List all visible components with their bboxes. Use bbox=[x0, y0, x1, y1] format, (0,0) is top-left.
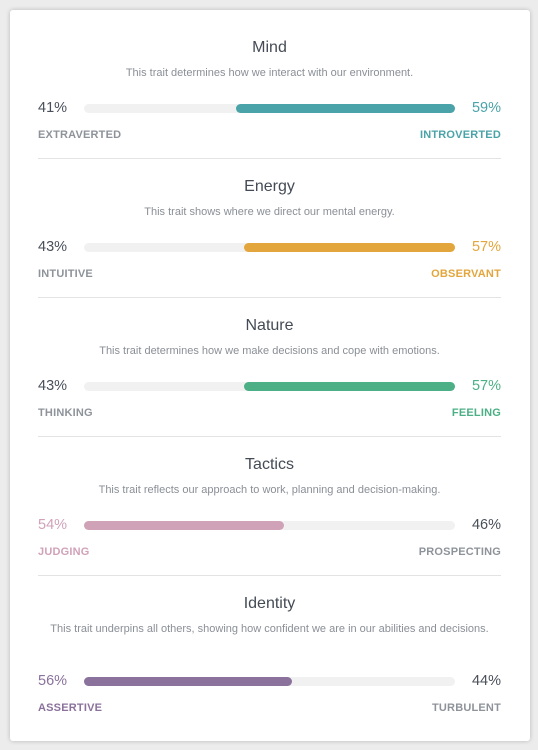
trait-bar-fill bbox=[243, 243, 455, 252]
trait-bar-row: 43% 57% bbox=[38, 237, 501, 257]
left-label: EXTRAVERTED bbox=[38, 129, 122, 141]
trait-bar-row: 54% 46% bbox=[38, 515, 501, 535]
trait-title: Mind bbox=[252, 39, 287, 56]
right-percent: 59% bbox=[471, 100, 501, 116]
trait-title: Energy bbox=[244, 178, 295, 195]
divider bbox=[38, 575, 501, 576]
trait-title: Identity bbox=[243, 595, 296, 612]
left-label: ASSERTIVE bbox=[38, 702, 103, 714]
trait-bar-track bbox=[84, 382, 455, 391]
trait-labels: EXTRAVERTED INTROVERTED bbox=[38, 128, 501, 142]
trait-bar-track bbox=[84, 521, 455, 530]
trait-description: This trait underpins all others, showing… bbox=[50, 623, 489, 635]
left-percent: 56% bbox=[38, 673, 68, 689]
trait-energy: Energy This trait shows where we direct … bbox=[38, 177, 501, 292]
trait-labels: THINKING FEELING bbox=[38, 406, 501, 420]
trait-labels: INTUITIVE OBSERVANT bbox=[38, 267, 501, 281]
left-label: THINKING bbox=[38, 407, 93, 419]
trait-bar-row: 43% 57% bbox=[38, 376, 501, 396]
trait-title: Tactics bbox=[245, 456, 294, 473]
trait-bar-track bbox=[84, 677, 455, 686]
right-label: OBSERVANT bbox=[431, 268, 501, 280]
divider bbox=[38, 158, 501, 159]
trait-bar-fill bbox=[84, 677, 292, 686]
left-percent: 43% bbox=[38, 378, 68, 394]
trait-labels: ASSERTIVE TURBULENT bbox=[38, 701, 501, 715]
right-label: FEELING bbox=[451, 407, 501, 419]
left-percent: 41% bbox=[38, 100, 68, 116]
right-percent: 46% bbox=[471, 517, 501, 533]
left-percent: 43% bbox=[38, 239, 68, 255]
right-label: PROSPECTING bbox=[418, 546, 501, 558]
right-percent: 57% bbox=[471, 239, 501, 255]
trait-identity: Identity This trait underpins all others… bbox=[38, 594, 501, 724]
trait-bar-track bbox=[84, 104, 455, 113]
trait-bar-fill bbox=[236, 104, 455, 113]
trait-nature: Nature This trait determines how we make… bbox=[38, 316, 501, 431]
trait-mind: Mind This trait determines how we intera… bbox=[38, 38, 501, 153]
trait-bar-track bbox=[84, 243, 455, 252]
divider bbox=[38, 297, 501, 298]
trait-bar-row: 41% 59% bbox=[38, 98, 501, 118]
traits-card: Mind This trait determines how we intera… bbox=[10, 10, 530, 741]
right-percent: 44% bbox=[471, 673, 501, 689]
right-percent: 57% bbox=[471, 378, 501, 394]
trait-description: This trait reflects our approach to work… bbox=[98, 484, 441, 496]
left-label: JUDGING bbox=[38, 546, 90, 558]
trait-description: This trait shows where we direct our men… bbox=[144, 206, 395, 218]
trait-description: This trait determines how we make decisi… bbox=[99, 345, 440, 357]
trait-title: Nature bbox=[245, 317, 294, 334]
trait-labels: JUDGING PROSPECTING bbox=[38, 545, 501, 559]
trait-description: This trait determines how we interact wi… bbox=[125, 67, 414, 79]
trait-bar-row: 56% 44% bbox=[38, 671, 501, 691]
right-label: TURBULENT bbox=[431, 702, 501, 714]
trait-bar-fill bbox=[84, 521, 285, 530]
left-percent: 54% bbox=[38, 517, 68, 533]
right-label: INTROVERTED bbox=[419, 129, 501, 141]
divider bbox=[38, 436, 501, 437]
trait-bar-fill bbox=[243, 382, 455, 391]
left-label: INTUITIVE bbox=[38, 268, 93, 280]
trait-tactics: Tactics This trait reflects our approach… bbox=[38, 455, 501, 570]
